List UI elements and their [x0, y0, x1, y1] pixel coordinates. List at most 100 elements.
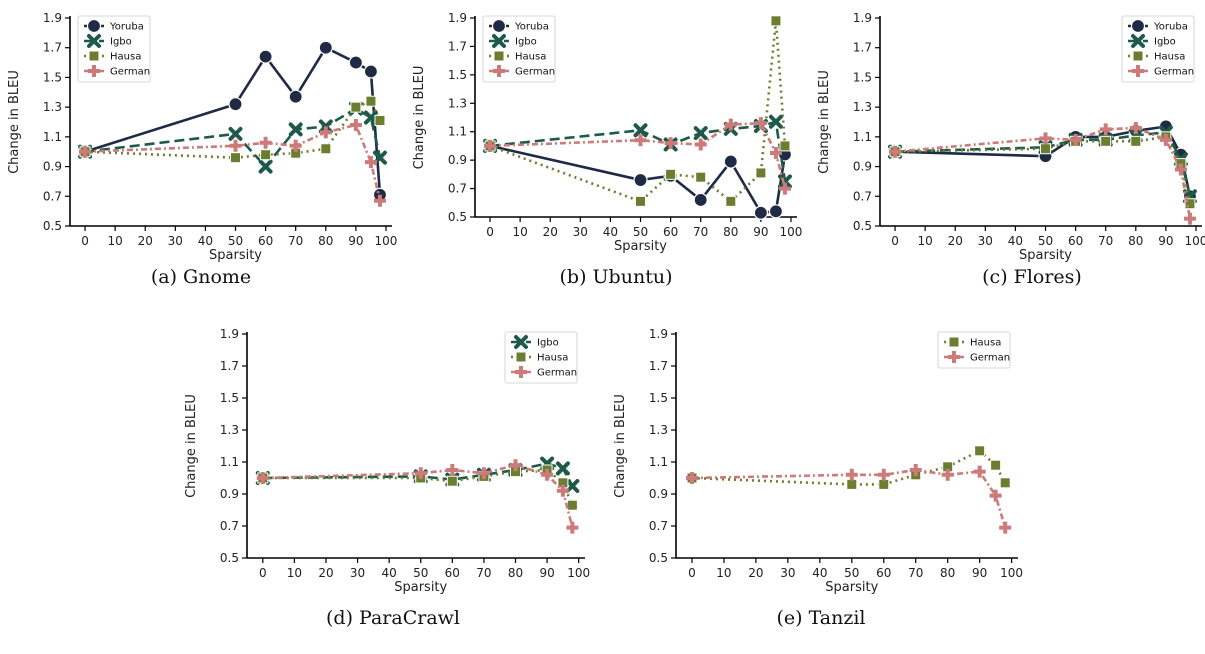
series-german: [256, 459, 579, 534]
data-point: [446, 464, 459, 476]
x-tick-label: 80: [1128, 234, 1143, 248]
y-tick-label: 1.7: [220, 359, 239, 373]
legend-marker: [88, 65, 100, 77]
legend-label: Hausa: [970, 338, 1001, 349]
data-point: [999, 521, 1012, 534]
data-point: [1129, 121, 1142, 134]
x-tick-label: 30: [978, 234, 993, 248]
panel-caption: (d) ParaCrawl: [326, 607, 460, 629]
series-igbo: [78, 101, 387, 174]
x-tick-label: 10: [917, 234, 932, 248]
data-point: [1130, 135, 1142, 147]
data-point: [541, 468, 554, 481]
x-tick-label: 100: [375, 234, 398, 248]
data-point: [973, 465, 986, 478]
y-axis-title: Change in BLEU: [7, 70, 22, 174]
y-tick-label: 1.5: [220, 391, 239, 405]
x-tick-label: 0: [259, 566, 267, 580]
panel-paracrawl: 0.5 0.7 0.9 1.1 1.3 1.5 1.7 1.9 0 10 20 30 40 50 60 70 8…: [184, 327, 590, 629]
data-point: [779, 140, 791, 152]
y-tick-label: 1.5: [853, 70, 872, 84]
legend-marker: [515, 351, 527, 363]
x-tick-label: 50: [633, 225, 648, 239]
series-hausa: [889, 131, 1196, 210]
data-point: [889, 145, 902, 158]
x-tick-label: 70: [908, 566, 923, 580]
panel-caption: (b) Ubuntu): [560, 266, 673, 288]
legend-marker: [87, 34, 101, 48]
legend-label: Yoruba: [514, 22, 549, 33]
x-tick-label: 40: [1008, 234, 1023, 248]
y-axis-title: Change in BLEU: [613, 394, 628, 498]
x-tick-label: 80: [318, 234, 333, 248]
y-axis-title: Change in BLEU: [817, 70, 832, 174]
y-tick-label: 1.5: [448, 68, 467, 82]
y-axis-title: Change in BLEU: [184, 394, 199, 498]
x-axis-title: Sparsity: [209, 248, 262, 263]
legend-marker: [86, 18, 102, 34]
data-point: [1069, 133, 1082, 146]
x-tick-label: 0: [81, 234, 89, 248]
data-point: [230, 152, 242, 164]
legend-label: Igbo: [515, 37, 537, 48]
panel-caption: (a) Gnome: [151, 266, 251, 288]
legend-label: German: [970, 353, 1010, 364]
series-german: [79, 118, 386, 207]
x-tick-label: 60: [663, 225, 678, 239]
data-point: [725, 195, 737, 207]
data-point: [1159, 133, 1172, 146]
x-tick-label: 20: [948, 234, 963, 248]
x-tick-label: 90: [1158, 234, 1173, 248]
x-tick-label: 10: [512, 225, 527, 239]
data-point: [349, 118, 362, 131]
data-point: [365, 95, 377, 107]
y-axis-title: Change in BLEU: [412, 66, 427, 170]
y-tick-label: 0.7: [43, 189, 62, 203]
x-tick-label: 20: [748, 566, 763, 580]
data-point: [363, 64, 379, 79]
x-axis-title: Sparsity: [614, 239, 667, 254]
y-tick-label: 1.9: [43, 11, 62, 25]
x-tick-label: 100: [1000, 566, 1023, 580]
y-tick-label: 0.9: [853, 160, 872, 174]
data-point: [846, 478, 858, 490]
series-line-hausa: [489, 19, 787, 203]
data-point: [363, 110, 378, 125]
data-point: [754, 117, 767, 130]
x-tick-label: 10: [716, 566, 731, 580]
x-tick-label: 70: [693, 225, 708, 239]
data-point: [693, 192, 708, 208]
x-tick-label: 60: [1068, 234, 1083, 248]
x-tick-label: 0: [688, 566, 696, 580]
legend-label: Hausa: [515, 52, 546, 63]
legend-label: German: [537, 368, 577, 379]
y-tick-label: 0.7: [649, 519, 668, 533]
legend-marker: [1130, 18, 1146, 34]
data-point: [229, 139, 242, 152]
x-tick-label: 100: [780, 225, 803, 239]
x-tick-label: 100: [1185, 234, 1205, 248]
data-point: [256, 472, 269, 484]
legend-label: German: [515, 67, 555, 78]
y-tick-label: 0.5: [220, 551, 239, 565]
data-point: [1100, 135, 1112, 147]
legend: Yoruba Igbo Hausa German: [77, 15, 151, 83]
data-point: [778, 182, 791, 195]
data-point: [768, 114, 783, 129]
panel-ubuntu: 0.5 0.7 0.9 1.1 1.3 1.5 1.7 1.9 0 10 20 30 40 50 60 70 8…: [412, 11, 802, 288]
legend-marker: [948, 351, 960, 363]
series-line-hausa: [691, 449, 1007, 486]
x-tick-label: 10: [107, 234, 122, 248]
x-tick-label: 10: [287, 566, 302, 580]
y-tick-label: 1.1: [853, 130, 872, 144]
panel-tanzil: 0.5 0.7 0.9 1.1 1.3 1.5 1.7 1.9 0 10 20 30 40 50 60 70 8…: [613, 327, 1023, 629]
data-point: [664, 137, 677, 150]
data-point: [999, 477, 1011, 489]
legend-marker: [88, 50, 100, 62]
legend-marker: [515, 366, 527, 378]
x-tick-label: 20: [138, 234, 153, 248]
data-point: [878, 478, 890, 490]
x-tick-label: 40: [198, 234, 213, 248]
y-tick-label: 1.1: [43, 130, 62, 144]
